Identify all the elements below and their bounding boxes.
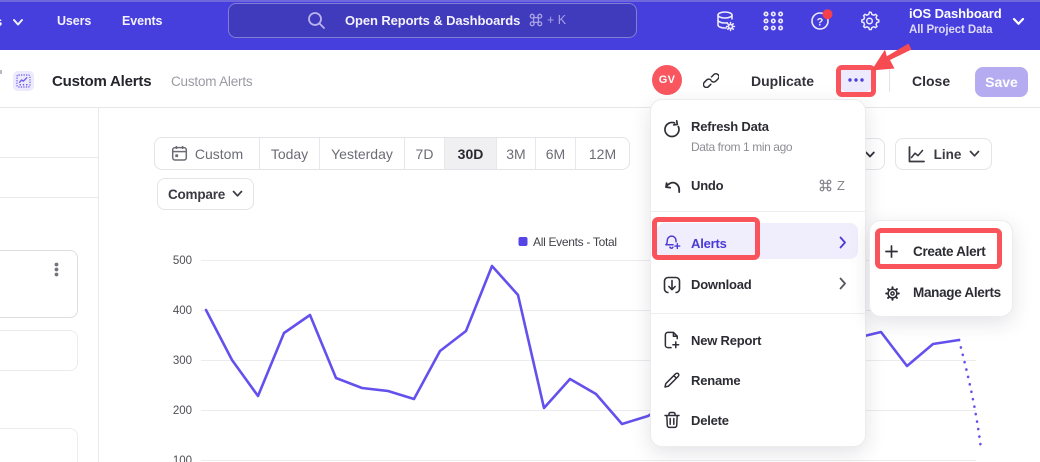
svg-text:300: 300	[173, 355, 192, 367]
svg-text:400: 400	[173, 305, 192, 317]
svg-text:200: 200	[173, 405, 192, 417]
svg-text:500: 500	[173, 255, 192, 267]
svg-text:?: ?	[817, 17, 824, 29]
svg-text:100: 100	[173, 455, 192, 462]
svg-text:All Events - Total: All Events - Total	[533, 235, 617, 249]
